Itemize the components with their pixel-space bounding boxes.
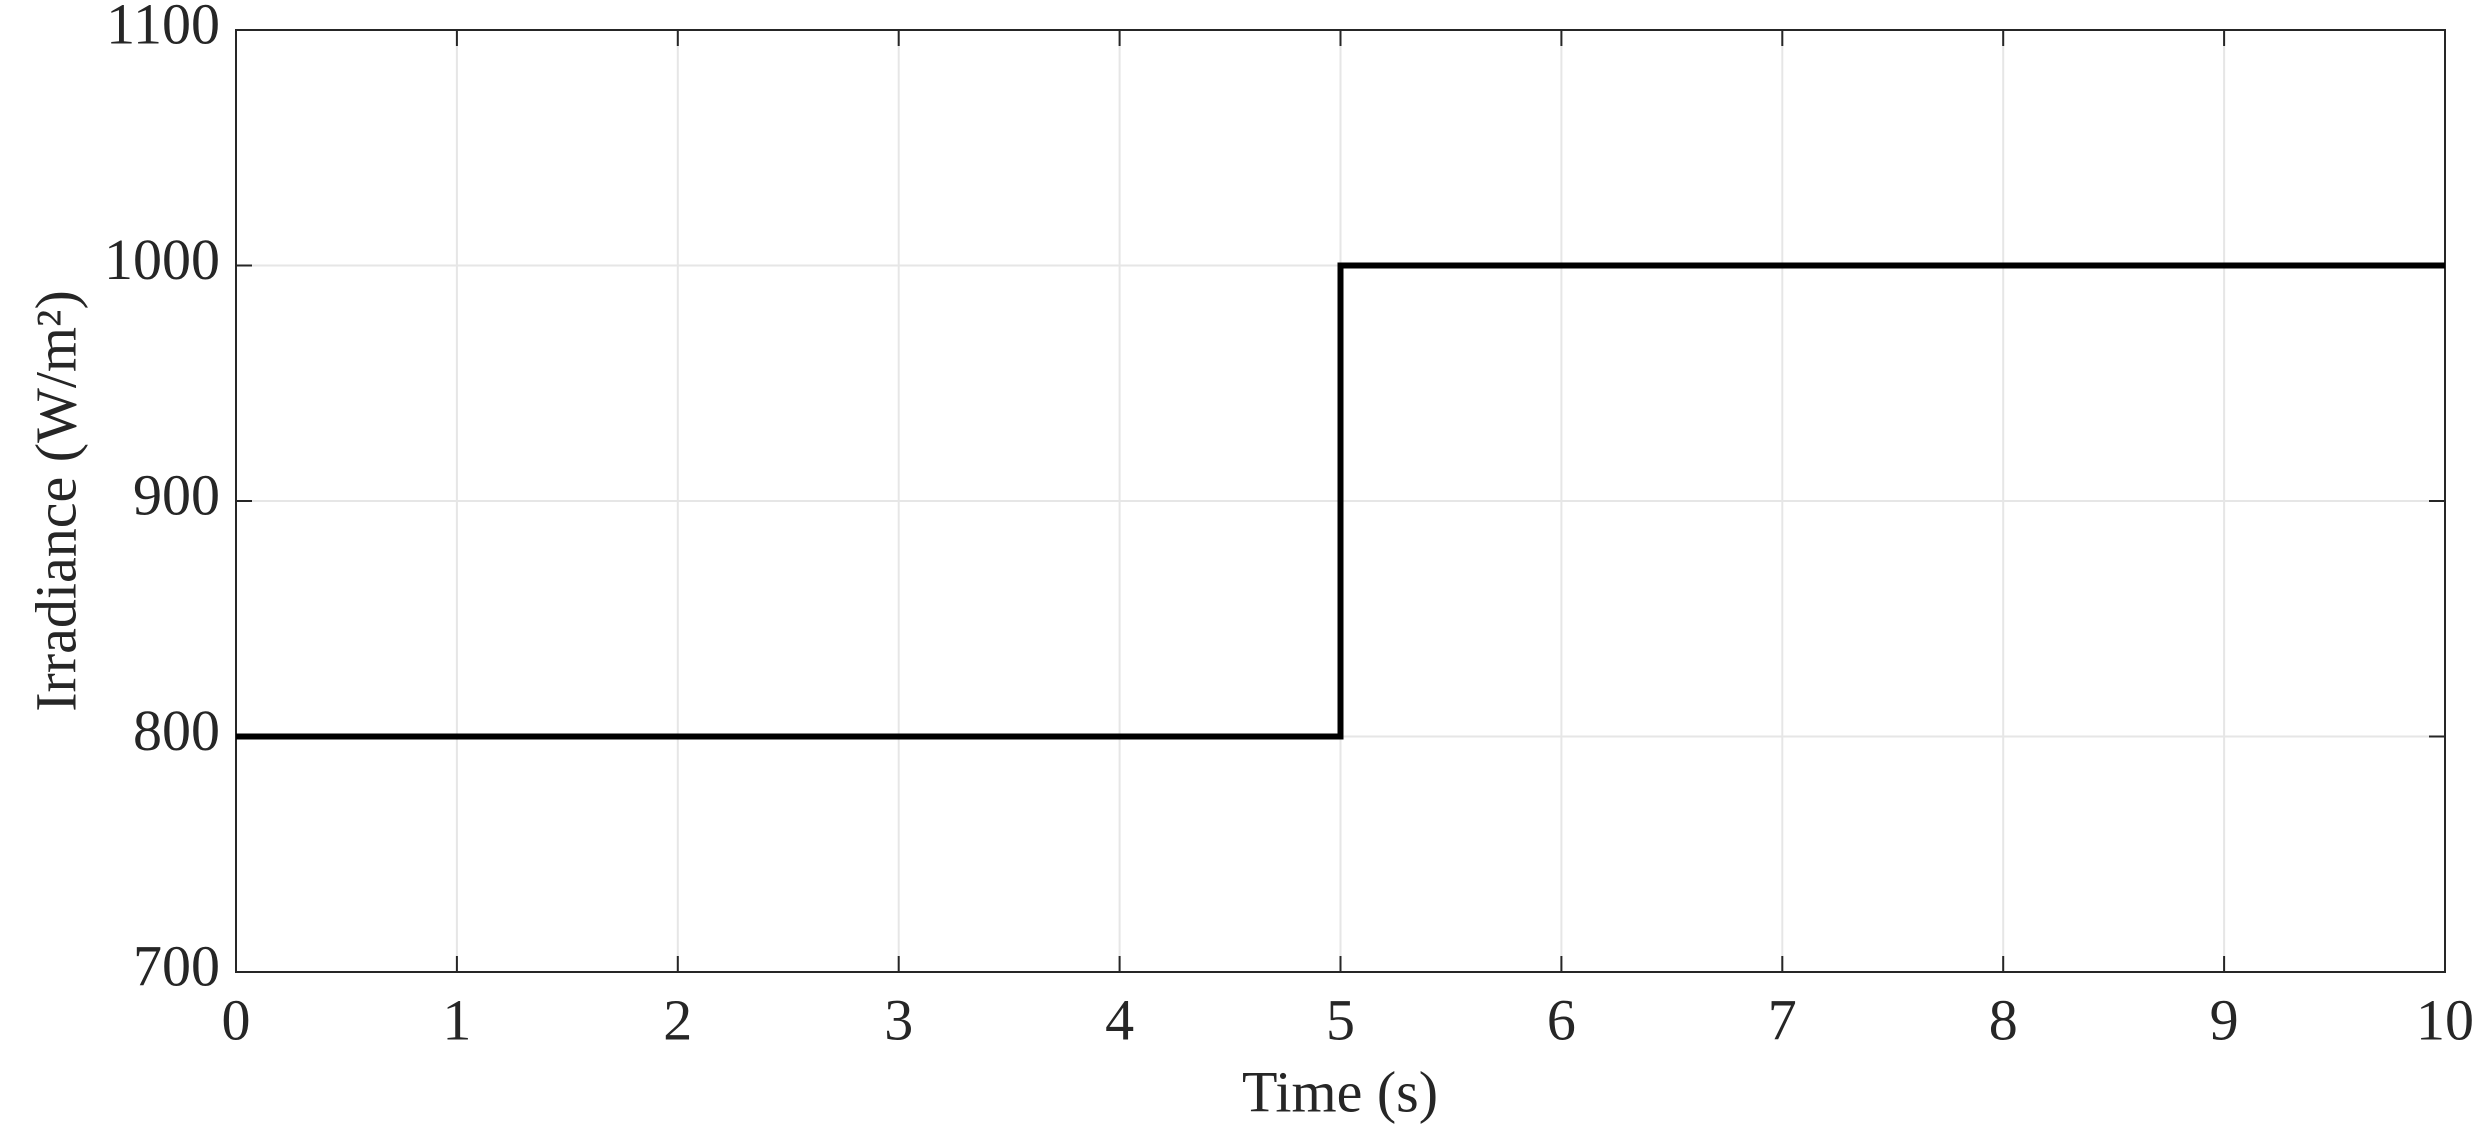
y-tick-label: 1000 <box>104 227 220 292</box>
x-axis-label: Time (s) <box>1242 1059 1438 1124</box>
y-tick-label: 1100 <box>106 0 220 56</box>
x-tick-label: 4 <box>1105 987 1134 1052</box>
x-tick-label: 9 <box>2210 987 2239 1052</box>
x-tick-label: 2 <box>663 987 692 1052</box>
y-axis-label: Irradiance (W/m²) <box>23 290 88 712</box>
x-tick-label: 7 <box>1768 987 1797 1052</box>
plot-frame <box>235 29 2446 973</box>
x-tick-label: 6 <box>1547 987 1576 1052</box>
x-tick-label: 1 <box>442 987 471 1052</box>
x-tick-label: 0 <box>222 987 251 1052</box>
x-tick-label: 5 <box>1326 987 1355 1052</box>
y-tick-label: 700 <box>133 933 220 998</box>
y-tick-label: 800 <box>133 698 220 763</box>
x-tick-label: 3 <box>884 987 913 1052</box>
data-line <box>236 262 2445 740</box>
y-tick-label: 900 <box>133 462 220 527</box>
x-tick-label: 8 <box>1989 987 2018 1052</box>
x-tick-label: 10 <box>2416 987 2474 1052</box>
